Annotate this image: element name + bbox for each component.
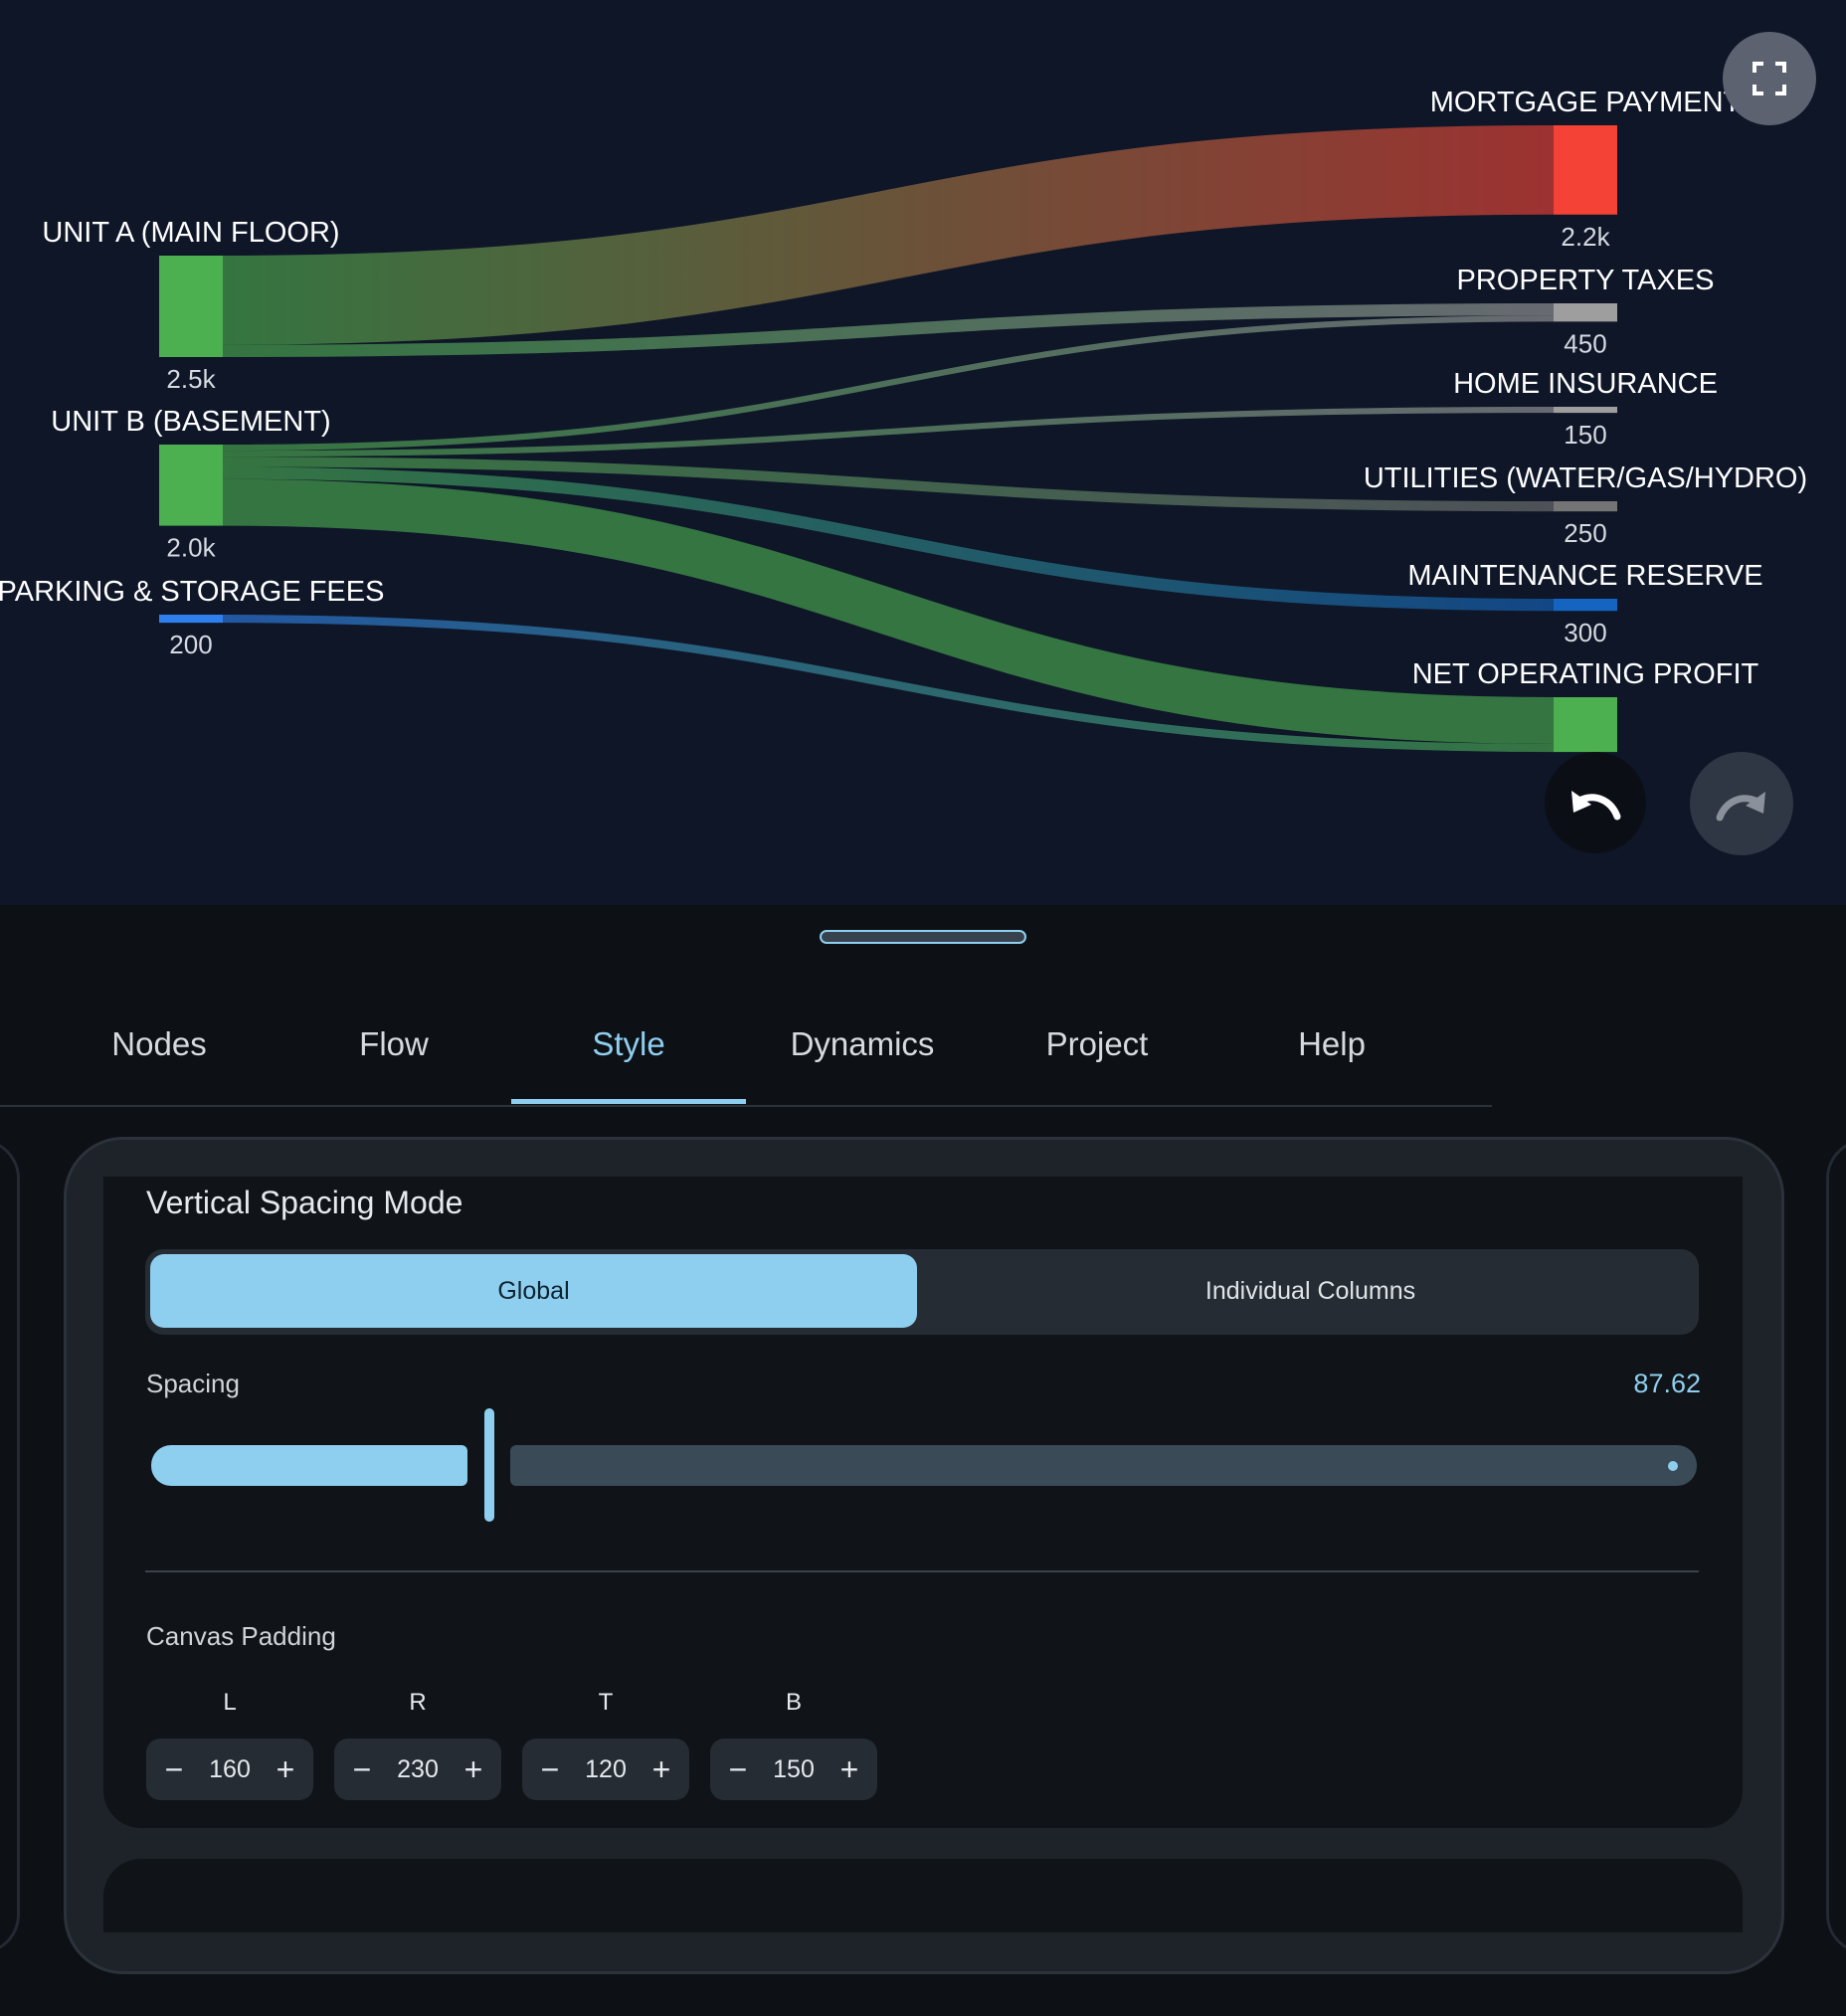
- tab-dynamics[interactable]: Dynamics: [790, 1024, 935, 1062]
- node-value-label: 450: [1564, 328, 1606, 358]
- node-value-label: 250: [1564, 518, 1606, 548]
- node-label: PARKING & STORAGE FEES: [0, 576, 384, 608]
- section-divider: [145, 1570, 1699, 1572]
- node-unit_b[interactable]: [159, 445, 223, 526]
- sankey-chart: UNIT A (MAIN FLOOR) 2.5k UNIT B (BASEMENT)…: [0, 87, 1807, 789]
- spacing-slider-active-track[interactable]: [151, 1445, 467, 1486]
- undo-button[interactable]: [1545, 752, 1646, 853]
- padding-left-stepper: − 160 +: [146, 1739, 313, 1800]
- plus-icon[interactable]: +: [839, 1751, 859, 1787]
- padding-right-stepper: − 230 +: [334, 1739, 501, 1800]
- padding-right-value[interactable]: 230: [397, 1754, 439, 1783]
- padding-top-value[interactable]: 120: [585, 1754, 627, 1783]
- undo-icon: [1571, 791, 1621, 821]
- node-insurance[interactable]: [1554, 407, 1617, 414]
- node-label: HOME INSURANCE: [1453, 368, 1718, 400]
- minus-icon[interactable]: −: [352, 1751, 372, 1787]
- tab-bar: Nodes Flow Style Dynamics Project Help: [0, 985, 1492, 1107]
- mode-global-option[interactable]: Global: [150, 1254, 917, 1328]
- node-label: MAINTENANCE RESERVE: [1407, 560, 1762, 592]
- node-value-label: 2.5k: [166, 364, 216, 394]
- padding-bottom-value[interactable]: 150: [773, 1754, 815, 1783]
- spacing-slider-thumb[interactable]: [484, 1408, 494, 1522]
- padding-top-label: T: [598, 1689, 614, 1716]
- spacing-slider-inactive-track[interactable]: [510, 1445, 1697, 1486]
- tab-help[interactable]: Help: [1298, 1024, 1366, 1062]
- padding-left-value[interactable]: 160: [209, 1754, 251, 1783]
- tab-style[interactable]: Style: [592, 1024, 665, 1062]
- padding-bottom-stepper: − 150 +: [710, 1739, 877, 1800]
- node-value-label: 150: [1564, 420, 1606, 450]
- node-label: UTILITIES (WATER/GAS/HYDRO): [1364, 462, 1807, 494]
- spacing-value: 87.62: [1633, 1369, 1701, 1398]
- tab-project[interactable]: Project: [1045, 1024, 1149, 1062]
- node-label: MORTGAGE PAYMENT: [1430, 87, 1742, 118]
- padding-right-label: R: [409, 1689, 427, 1716]
- padding-top-stepper: − 120 +: [522, 1739, 689, 1800]
- minus-icon[interactable]: −: [164, 1751, 184, 1787]
- plus-icon[interactable]: +: [463, 1751, 483, 1787]
- redo-button[interactable]: [1690, 752, 1793, 855]
- flow-link-unit_b-to-profit[interactable]: [222, 478, 1555, 744]
- node-mortgage[interactable]: [1554, 125, 1617, 215]
- spacing-mode-toggle: Global Individual Columns: [145, 1249, 1699, 1335]
- flow-link-unit_b-to-insurance[interactable]: [222, 407, 1555, 458]
- plus-icon[interactable]: +: [276, 1751, 295, 1787]
- mode-individual-columns-option[interactable]: Individual Columns: [1204, 1276, 1416, 1305]
- plus-icon[interactable]: +: [651, 1751, 671, 1787]
- previous-card[interactable]: [0, 1139, 20, 1954]
- sankey-canvas[interactable]: UNIT A (MAIN FLOOR) 2.5k UNIT B (BASEMENT)…: [0, 0, 1846, 905]
- active-tab-indicator: [511, 1099, 746, 1104]
- node-utilities[interactable]: [1554, 501, 1617, 512]
- node-parking[interactable]: [159, 615, 223, 624]
- node-profit[interactable]: [1554, 697, 1617, 753]
- node-label: NET OPERATING PROFIT: [1412, 658, 1759, 690]
- node-label: PROPERTY TAXES: [1457, 265, 1715, 296]
- vertical-spacing-section: Vertical Spacing Mode Global Individual …: [103, 1177, 1743, 1828]
- node-unit_a[interactable]: [159, 256, 223, 357]
- padding-bottom-group: B − 150 +: [710, 1689, 877, 1800]
- node-value-label: 300: [1564, 618, 1606, 647]
- node-label: UNIT A (MAIN FLOOR): [42, 217, 339, 249]
- tab-flow[interactable]: Flow: [359, 1024, 429, 1062]
- padding-right-group: R − 230 +: [334, 1689, 501, 1800]
- spacing-slider-stop-indicator: [1668, 1461, 1678, 1471]
- node-maintenance[interactable]: [1554, 599, 1617, 612]
- flow-link-unit_a-to-taxes[interactable]: [222, 303, 1555, 357]
- minus-icon[interactable]: −: [728, 1751, 748, 1787]
- canvas-padding-label: Canvas Padding: [146, 1621, 336, 1651]
- fullscreen-icon: [1753, 62, 1786, 95]
- node-taxes[interactable]: [1554, 303, 1617, 322]
- flow-link-unit_b-to-taxes[interactable]: [222, 315, 1555, 452]
- tab-nodes[interactable]: Nodes: [111, 1024, 207, 1062]
- padding-bottom-label: B: [785, 1689, 802, 1716]
- padding-left-group: L − 160 +: [146, 1689, 313, 1800]
- flow-link-parking-to-profit[interactable]: [222, 615, 1555, 753]
- node-label: UNIT B (BASEMENT): [51, 406, 330, 438]
- next-card[interactable]: [1826, 1139, 1846, 1954]
- vertical-spacing-title: Vertical Spacing Mode: [146, 1185, 463, 1220]
- node-value-label: 200: [169, 630, 212, 659]
- padding-left-label: L: [223, 1689, 237, 1716]
- flow-link-unit_a-to-mortgage[interactable]: [222, 125, 1555, 345]
- spacing-label: Spacing: [146, 1369, 240, 1398]
- fullscreen-button[interactable]: [1723, 32, 1816, 125]
- redo-icon: [1716, 792, 1765, 822]
- node-value-label: 2.0k: [166, 533, 216, 563]
- flow-link-unit_b-to-utilities[interactable]: [222, 457, 1555, 512]
- minus-icon[interactable]: −: [540, 1751, 560, 1787]
- next-settings-section: [103, 1859, 1743, 1932]
- drag-handle[interactable]: [820, 930, 1026, 944]
- flow-link-unit_b-to-maintenance[interactable]: [222, 466, 1555, 612]
- padding-top-group: T − 120 +: [522, 1689, 689, 1800]
- node-value-label: 2.2k: [1561, 222, 1610, 252]
